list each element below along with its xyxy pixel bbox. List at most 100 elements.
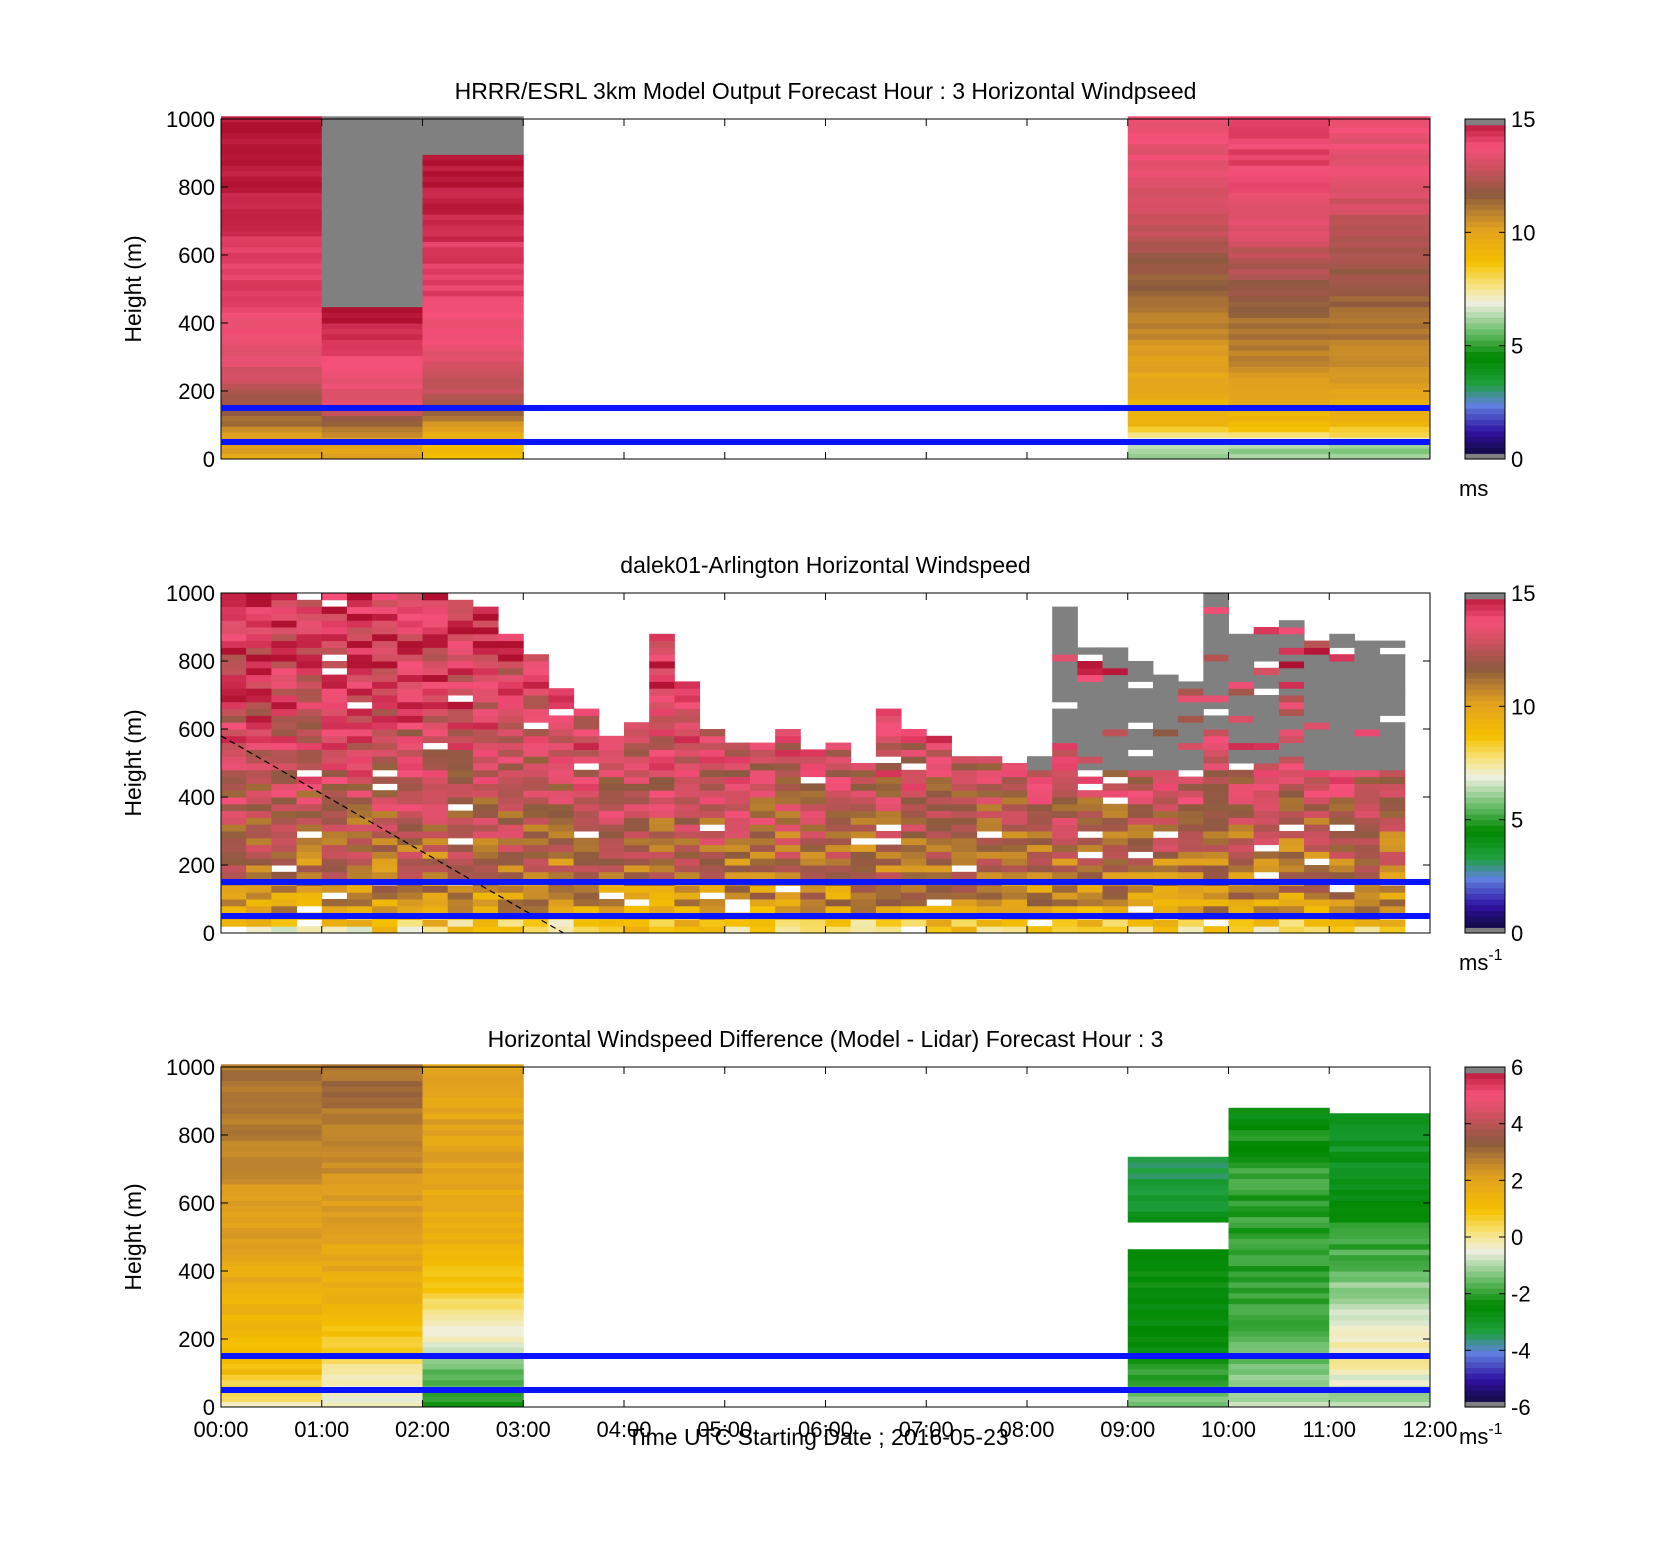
heatmap-cell (472, 885, 499, 893)
heatmap-cell (1228, 121, 1330, 128)
heatmap-cell (372, 763, 398, 771)
heatmap-cell (221, 1211, 323, 1218)
heatmap-cell (775, 769, 801, 778)
heatmap-cell (422, 729, 449, 737)
heatmap-cell (1127, 203, 1229, 210)
colorbar-cell (1465, 306, 1505, 313)
heatmap-cell (1203, 647, 1229, 655)
colorbar-cell (1465, 238, 1505, 245)
heatmap-cell (724, 831, 751, 839)
heatmap-cell (1228, 1140, 1330, 1147)
heatmap-cell (1329, 919, 1355, 927)
heatmap-cell (221, 295, 323, 302)
colorbar-cell (1465, 1180, 1505, 1187)
heatmap-cell (1203, 797, 1229, 805)
heatmap-cell (271, 599, 298, 608)
heatmap-cell (1278, 756, 1305, 764)
heatmap-cell (674, 742, 701, 750)
heatmap-cell (1253, 905, 1280, 914)
heatmap-cell (321, 606, 348, 614)
heatmap-cell (1127, 1189, 1229, 1196)
colorbar-cell (1465, 1367, 1505, 1374)
heatmap-cell (1228, 810, 1255, 818)
heatmap-cell (1027, 790, 1053, 798)
heatmap-cell (1178, 763, 1204, 771)
heatmap-cell (1203, 688, 1229, 696)
heatmap-cell (321, 1113, 423, 1120)
heatmap-cell (397, 892, 423, 900)
heatmap-cell (1102, 790, 1129, 798)
y-tick-label: 200 (178, 379, 215, 404)
colorbar-cell (1465, 198, 1505, 205)
heatmap-cell (422, 1096, 524, 1103)
colorbar-cell (1465, 1225, 1505, 1232)
heatmap-cell (1329, 132, 1431, 139)
heatmap-cell (825, 769, 852, 778)
heatmap-cell (321, 181, 423, 188)
heatmap-cell (321, 681, 348, 689)
heatmap-cell (1329, 701, 1355, 710)
heatmap-cell (321, 593, 348, 601)
heatmap-cell (624, 803, 650, 812)
heatmap-cell (1077, 708, 1104, 716)
heatmap-cell (1127, 301, 1229, 308)
heatmap-cell (1027, 817, 1053, 825)
colorbar-cell (1465, 678, 1505, 685)
heatmap-cell (1127, 208, 1229, 215)
heatmap-cell (246, 674, 272, 682)
heatmap-cell (321, 1200, 423, 1207)
heatmap-cell (1127, 837, 1154, 846)
heatmap-cell (321, 230, 423, 237)
heatmap-cell (674, 858, 701, 866)
colorbar-cell (1465, 294, 1505, 301)
heatmap-cell (1127, 817, 1154, 825)
heatmap-cell (498, 701, 524, 710)
heatmap-cell (321, 132, 423, 139)
heatmap-cell (1329, 905, 1355, 914)
colorbar-cell (1465, 593, 1505, 600)
heatmap-cell (422, 1374, 524, 1381)
heatmap-cell (649, 688, 675, 696)
colorbar-cell (1465, 1106, 1505, 1113)
heatmap-cell (724, 797, 751, 805)
heatmap-cell (221, 824, 247, 832)
heatmap-cell (422, 837, 449, 846)
heatmap-cell (422, 159, 524, 166)
heatmap-cell (246, 647, 272, 655)
heatmap-cell (1329, 225, 1431, 232)
heatmap-cell (1152, 776, 1179, 784)
heatmap-cell (447, 919, 474, 927)
heatmap-cell (321, 274, 423, 280)
heatmap-cell (775, 783, 801, 791)
heatmap-cell (875, 905, 902, 914)
heatmap-cell (296, 858, 323, 866)
heatmap-cell (1228, 192, 1330, 199)
colorbar-frame (1464, 592, 1506, 934)
heatmap-cell (1052, 844, 1078, 852)
heatmap-cell (422, 350, 524, 357)
colorbar-unit-exponent: -1 (1488, 947, 1502, 964)
colorbar-cell (1465, 672, 1505, 679)
y-tick-label: 800 (178, 649, 215, 674)
heatmap-cell (422, 1178, 524, 1185)
heatmap-cell (1052, 661, 1078, 669)
colorbar-cell (1465, 1135, 1505, 1142)
heatmap-cell (749, 885, 776, 893)
heatmap-cell (1304, 844, 1330, 852)
heatmap-cell (1228, 899, 1255, 907)
heatmap-cell (321, 312, 423, 319)
heatmap-cell (447, 851, 474, 859)
heatmap-cell (447, 817, 474, 825)
heatmap-cell (1354, 661, 1381, 669)
heatmap-cell (321, 388, 423, 395)
heatmap-cell (1228, 892, 1255, 900)
heatmap-cell (422, 701, 449, 710)
heatmap-cell (1001, 797, 1028, 805)
heatmap-cell (1379, 885, 1406, 893)
heatmap-cell (422, 599, 449, 608)
heatmap-cell (1228, 1292, 1330, 1299)
heatmap-cell (850, 926, 877, 934)
heatmap-cell (221, 1145, 323, 1152)
heatmap-cell (422, 246, 524, 253)
heatmap-cell (1379, 640, 1406, 648)
